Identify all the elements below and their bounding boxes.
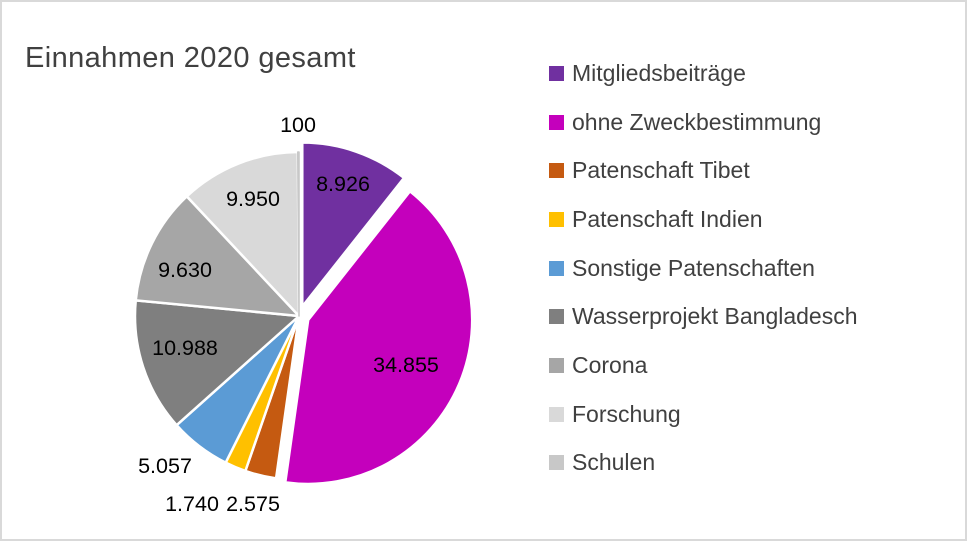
legend-item-sonstige-patenschaften: Sonstige Patenschaften: [549, 244, 858, 293]
legend-label: ohne Zweckbestimmung: [572, 108, 822, 135]
data-label-mitgliedsbeitraege: 8.926: [316, 172, 370, 196]
data-label-patenschaft-indien: 1.740: [165, 492, 219, 516]
legend-label: Schulen: [572, 449, 656, 476]
legend-swatch-ohne-zweckbestimmung: [549, 114, 564, 130]
legend-swatch-mitgliedsbeitraege: [549, 65, 564, 81]
legend-swatch-patenschaft-indien: [549, 211, 564, 227]
legend-item-patenschaft-indien: Patenschaft Indien: [549, 195, 858, 244]
legend-item-ohne-zweckbestimmung: ohne Zweckbestimmung: [549, 98, 858, 147]
legend-item-wasserprojekt-bangladesch: Wasserprojekt Bangladesch: [549, 292, 858, 341]
legend: Mitgliedsbeiträge ohne Zweckbestimmung P…: [549, 49, 858, 487]
pie-slice-ohne-zweckbestimmung: [284, 190, 474, 486]
legend-label: Patenschaft Indien: [572, 205, 763, 232]
pie-slice-wasserprojekt-bangladesch: [133, 299, 301, 427]
legend-label: Patenschaft Tibet: [572, 157, 750, 184]
legend-item-corona: Corona: [549, 341, 858, 390]
pie-slice-mitgliedsbeitraege: [301, 141, 406, 308]
legend-label: Wasserprojekt Bangladesch: [572, 303, 858, 330]
pie-slice-corona: [134, 195, 301, 318]
legend-label: Sonstige Patenschaften: [572, 254, 815, 281]
chart-title: Einnahmen 2020 gesamt: [25, 42, 356, 74]
legend-item-patenschaft-tibet: Patenschaft Tibet: [549, 146, 858, 195]
legend-swatch-patenschaft-tibet: [549, 163, 564, 179]
data-label-ohne-zweckbestimmung: 34.855: [373, 353, 439, 377]
legend-swatch-forschung: [549, 406, 564, 422]
data-label-wasserprojekt-bangladesch: 10.988: [152, 336, 218, 360]
data-label-sonstige-patenschaften: 5.057: [138, 454, 192, 478]
legend-swatch-schulen: [549, 455, 564, 471]
legend-item-forschung: Forschung: [549, 390, 858, 439]
legend-item-mitgliedsbeitraege: Mitgliedsbeiträge: [549, 49, 858, 98]
legend-label: Mitgliedsbeiträge: [572, 59, 746, 86]
legend-label: Forschung: [572, 400, 681, 427]
legend-swatch-wasserprojekt-bangladesch: [549, 309, 564, 325]
legend-swatch-sonstige-patenschaften: [549, 260, 564, 276]
legend-item-schulen: Schulen: [549, 439, 858, 488]
data-label-patenschaft-tibet: 2.575: [226, 492, 280, 516]
data-label-schulen: 100: [280, 113, 316, 137]
pie-slice-schulen: [296, 151, 300, 317]
data-label-corona: 9.630: [158, 258, 212, 282]
data-label-forschung: 9.950: [226, 187, 280, 211]
pie-slice-forschung: [185, 150, 301, 318]
legend-swatch-corona: [549, 357, 564, 373]
legend-label: Corona: [572, 351, 648, 378]
